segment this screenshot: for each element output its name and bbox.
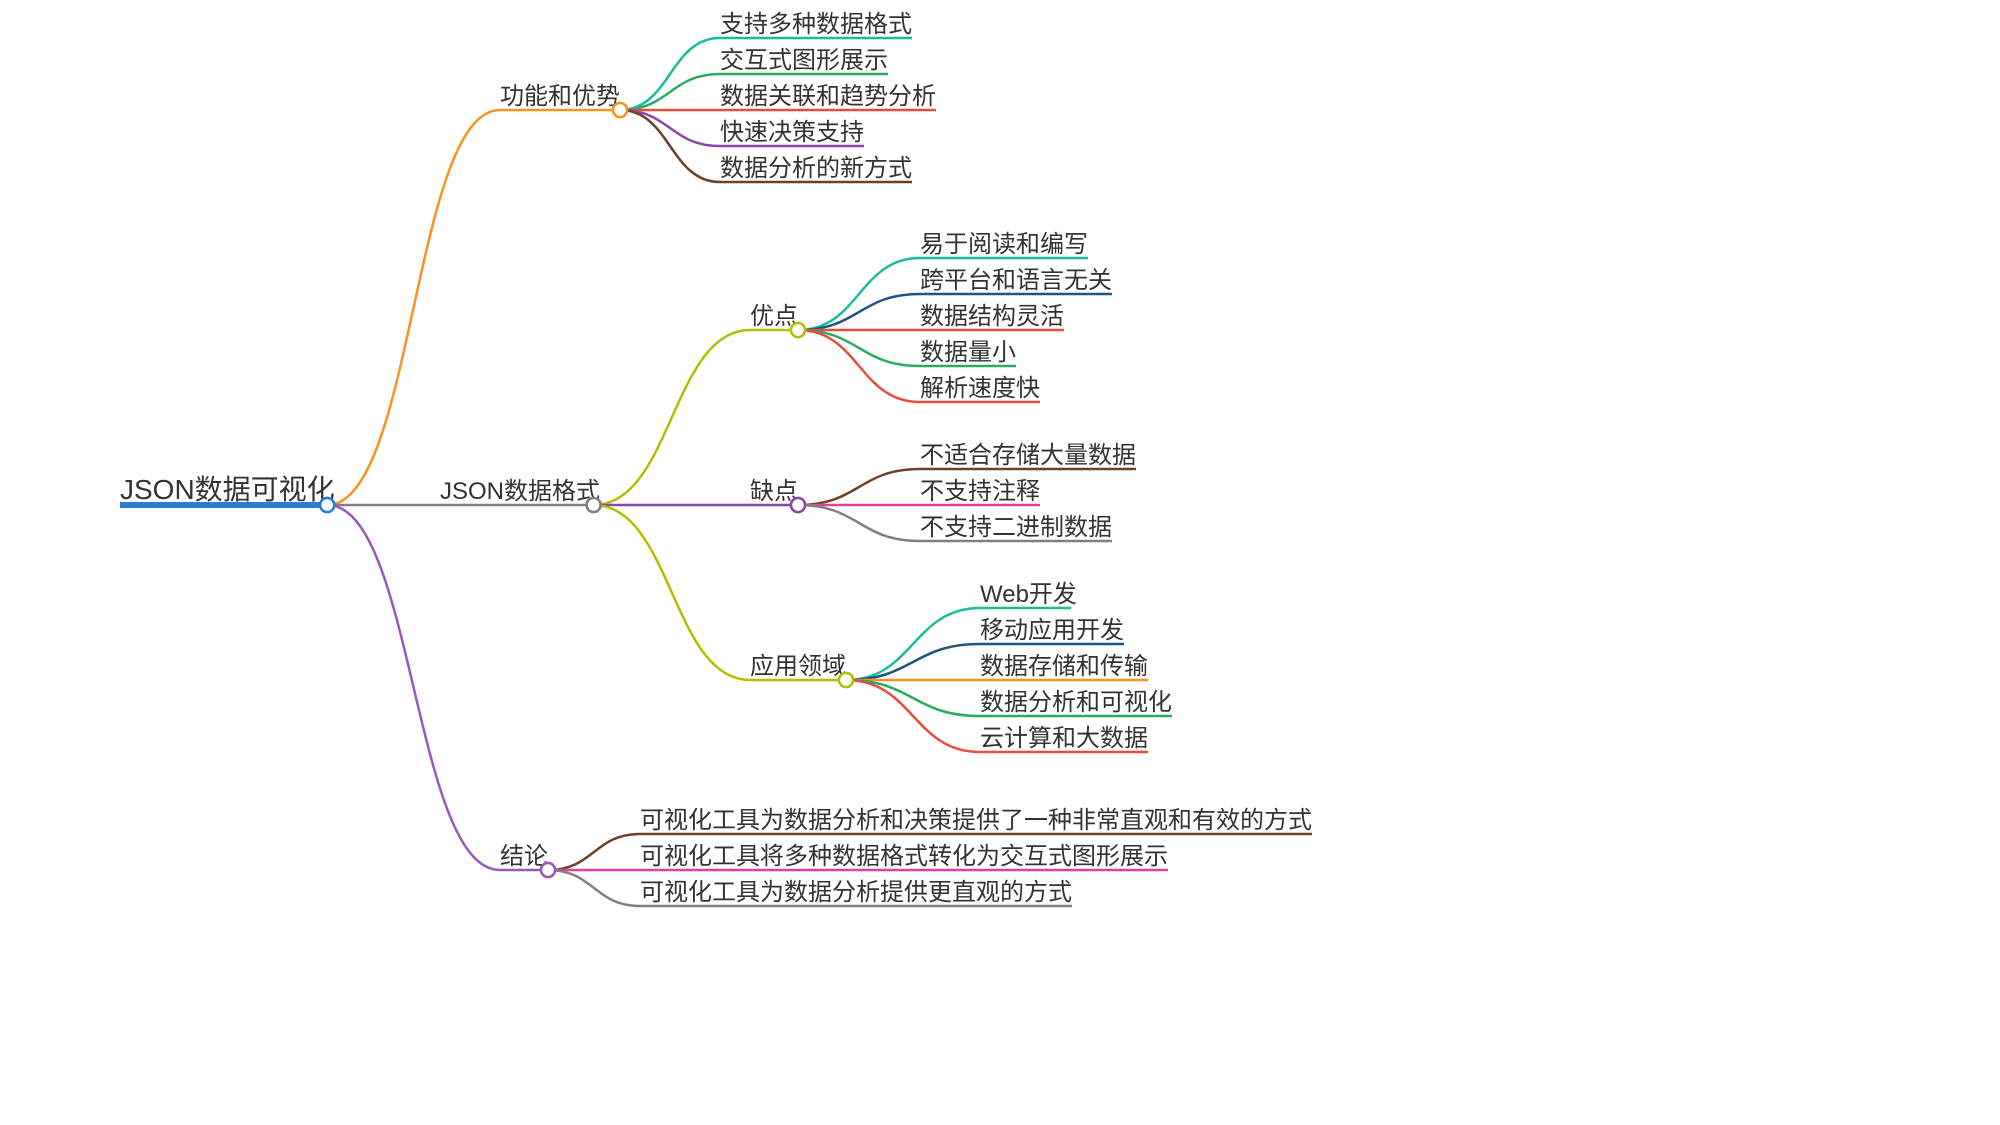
edge (620, 110, 720, 146)
node-label: 交互式图形展示 (720, 47, 888, 74)
node-label: 缺点 (750, 478, 798, 505)
edge (846, 680, 980, 752)
node-label: 数据关联和趋势分析 (720, 83, 936, 110)
node-label: 易于阅读和编写 (920, 231, 1088, 258)
node-label: 不支持注释 (920, 478, 1040, 505)
node-connector (791, 498, 805, 512)
node-connector (541, 863, 555, 877)
node-label: 数据存储和传输 (980, 653, 1148, 680)
edge (798, 505, 920, 541)
node-label: 快速决策支持 (720, 119, 864, 146)
node-connector (613, 103, 627, 117)
node-label: 可视化工具为数据分析提供更直观的方式 (640, 879, 1072, 906)
edge (798, 469, 920, 505)
edge (846, 680, 980, 716)
node-label: 云计算和大数据 (980, 725, 1148, 752)
node-label: 移动应用开发 (980, 617, 1124, 644)
node-label: JSON数据可视化 (120, 474, 335, 505)
node-label: 应用领域 (750, 653, 846, 680)
edge (327, 110, 500, 505)
edge (548, 870, 640, 906)
node-label: 数据分析的新方式 (720, 155, 912, 182)
edge (798, 294, 920, 330)
node-label: 不适合存储大量数据 (920, 442, 1136, 469)
node-label: 结论 (500, 843, 548, 870)
node-connector (839, 673, 853, 687)
node-label: 解析速度快 (920, 375, 1040, 402)
node-label: JSON数据格式 (440, 478, 600, 505)
node-label: 可视化工具为数据分析和决策提供了一种非常直观和有效的方式 (640, 807, 1312, 834)
edge (594, 330, 750, 505)
edge (327, 505, 500, 870)
node-label: 支持多种数据格式 (720, 11, 912, 38)
node-connector (791, 323, 805, 337)
node-label: 优点 (750, 303, 798, 330)
mindmap-diagram: JSON数据可视化 功能和优势 支持多种数据格式交互式图形展示数据关联和趋势分析快速… (0, 0, 2000, 1125)
node-label: 功能和优势 (500, 83, 620, 110)
edge (798, 330, 920, 402)
node-connector (320, 498, 334, 512)
edge (846, 644, 980, 680)
edge (798, 330, 920, 366)
edge (548, 834, 640, 870)
node-label: 跨平台和语言无关 (920, 267, 1112, 294)
node-label: 数据分析和可视化 (980, 689, 1172, 716)
edge (594, 505, 750, 680)
edge (620, 74, 720, 110)
node-label: 数据量小 (920, 339, 1016, 366)
edge (798, 258, 920, 330)
node-label: 不支持二进制数据 (920, 514, 1112, 541)
node-label: 可视化工具将多种数据格式转化为交互式图形展示 (640, 843, 1168, 870)
node-label: 数据结构灵活 (920, 303, 1064, 330)
node-connector (587, 498, 601, 512)
edge (846, 608, 980, 680)
node-label: Web开发 (980, 581, 1077, 608)
